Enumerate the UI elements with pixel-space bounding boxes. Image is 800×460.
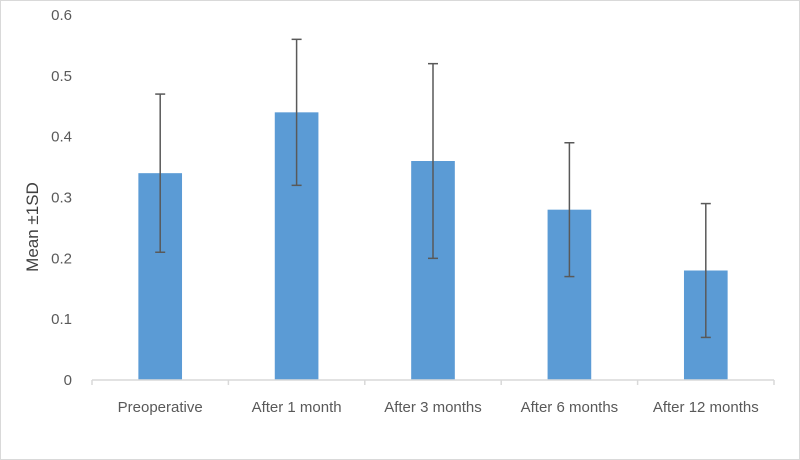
x-axis-ticks	[91, 380, 775, 385]
y-tick-label: 0.5	[51, 68, 72, 85]
y-tick-label: 0.4	[51, 129, 72, 146]
x-category-label: After 6 months	[521, 399, 619, 416]
y-axis-title: Mean ±1SD	[23, 182, 42, 272]
y-tick-label: 0.1	[51, 311, 72, 328]
y-tick-label: 0.3	[51, 190, 72, 207]
x-category-label: Preoperative	[118, 399, 203, 416]
y-tick-label: 0	[64, 372, 72, 389]
error-bars	[155, 38, 711, 339]
x-category-label: After 12 months	[653, 399, 759, 416]
x-axis-labels: Preoperative After 1 month After 3 months A…	[118, 399, 759, 416]
y-axis-ticks: 0 0.1 0.2 0.3 0.4 0.5 0.6	[51, 7, 72, 389]
y-tick-label: 0.6	[51, 7, 72, 24]
x-category-label: After 3 months	[384, 399, 482, 416]
x-category-label: After 1 month	[252, 399, 342, 416]
y-tick-label: 0.2	[51, 250, 72, 267]
